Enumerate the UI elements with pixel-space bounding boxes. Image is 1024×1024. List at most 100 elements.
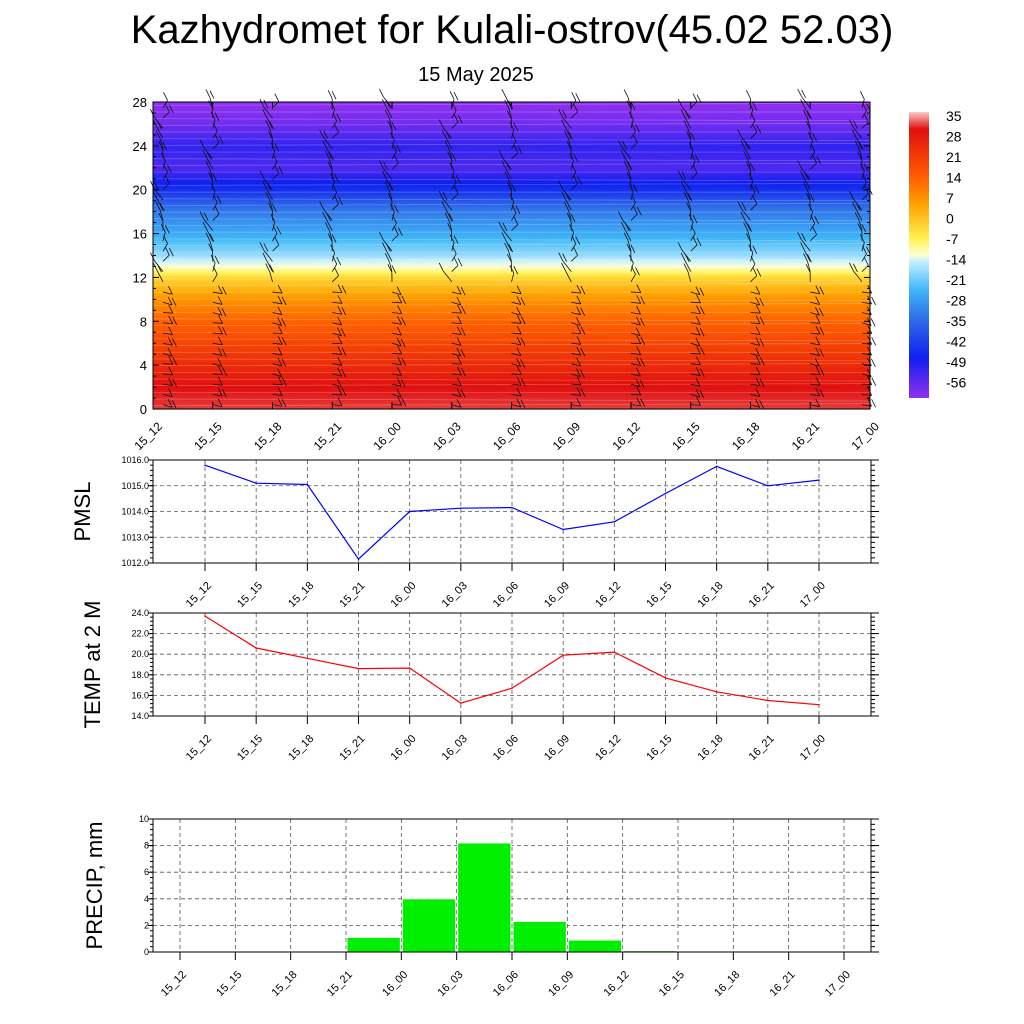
wind-barb-shaft bbox=[750, 404, 760, 408]
wind-barb bbox=[444, 140, 453, 160]
wind-barb-feather bbox=[391, 121, 397, 131]
heatmap-band bbox=[153, 169, 870, 173]
wind-barb bbox=[332, 397, 343, 407]
y-tick-label: 0 bbox=[140, 402, 147, 417]
wind-barb-feather bbox=[217, 285, 223, 294]
panel-frame bbox=[152, 818, 872, 953]
wind-barb-feather bbox=[457, 114, 463, 124]
wind-barb bbox=[205, 161, 214, 180]
wind-barb-shaft bbox=[562, 188, 572, 201]
wind-barb bbox=[158, 212, 164, 231]
wind-barb-shaft bbox=[212, 332, 223, 335]
y-tick-label: 2 bbox=[144, 920, 149, 930]
wind-barb bbox=[511, 296, 526, 306]
wind-barb-shaft bbox=[810, 373, 821, 375]
wind-barb-feather bbox=[635, 267, 640, 276]
wind-barb-feather bbox=[815, 325, 821, 335]
wind-barb-shaft bbox=[391, 312, 402, 315]
temp-line-point bbox=[306, 657, 309, 660]
wind-barb bbox=[272, 376, 287, 386]
wind-barb-shaft bbox=[853, 127, 863, 139]
heatmap-band bbox=[153, 294, 870, 298]
wind-barb-feather bbox=[150, 252, 155, 261]
wind-barb-feather bbox=[513, 144, 519, 153]
wind-barb-shaft bbox=[451, 110, 457, 119]
wind-barb bbox=[797, 160, 811, 180]
wind-barb-shaft bbox=[690, 244, 698, 252]
wind-barb-feather bbox=[334, 173, 339, 183]
temp-line-point bbox=[511, 687, 513, 689]
wind-barb-feather bbox=[461, 305, 466, 315]
wind-barb-feather bbox=[460, 287, 466, 296]
wind-barb-shaft bbox=[622, 147, 632, 160]
heatmap-band bbox=[153, 231, 870, 235]
wind-barb-feather bbox=[752, 102, 758, 111]
wind-barb-shaft bbox=[744, 148, 751, 160]
wind-barb-feather bbox=[387, 192, 393, 201]
heatmap-band bbox=[153, 325, 870, 329]
wind-barb-feather bbox=[815, 387, 821, 397]
colorbar-label: 28 bbox=[946, 129, 962, 145]
wind-barb bbox=[212, 285, 227, 295]
chart-subtitle: 15 May 2025 bbox=[418, 64, 534, 86]
wind-barb-shaft bbox=[570, 254, 578, 262]
pmsl-line-point bbox=[460, 507, 462, 509]
wind-barb-shaft bbox=[750, 192, 756, 201]
pmsl-line-point bbox=[255, 482, 257, 484]
wind-barb-feather bbox=[867, 357, 872, 367]
wind-barb bbox=[511, 315, 526, 325]
heatmap-band bbox=[153, 332, 870, 336]
wind-barb-feather bbox=[815, 315, 821, 324]
wind-barb-feather bbox=[636, 295, 642, 304]
y-tick-label: 16.0 bbox=[131, 690, 149, 700]
wind-barb bbox=[571, 398, 582, 407]
temp-line-point bbox=[562, 654, 564, 657]
y-tick-label: 10 bbox=[139, 814, 149, 824]
wind-barb-shaft bbox=[162, 243, 168, 252]
wind-barb-shaft bbox=[624, 229, 632, 242]
wind-barb-feather bbox=[630, 101, 636, 110]
wind-barb-feather bbox=[212, 172, 217, 182]
wind-barb-feather bbox=[515, 205, 521, 215]
x-tick-label: 16_00 bbox=[388, 733, 418, 763]
wind-barb-shaft bbox=[451, 193, 459, 201]
wind-barb-feather bbox=[168, 304, 174, 314]
wind-barb bbox=[212, 398, 223, 408]
wind-barb-feather bbox=[448, 213, 454, 222]
wind-barb-feather bbox=[636, 346, 642, 355]
wind-barb-feather bbox=[202, 221, 208, 231]
wind-barb-feather bbox=[506, 182, 512, 191]
wind-barb-feather bbox=[853, 120, 858, 129]
wind-barb bbox=[162, 103, 174, 119]
wind-barb-feather bbox=[171, 297, 177, 307]
wind-barb-shaft bbox=[853, 198, 863, 211]
heatmap-band bbox=[153, 327, 870, 331]
wind-barb-shaft bbox=[750, 109, 754, 119]
wind-barb-feather bbox=[580, 326, 586, 335]
y-tick-label: 18.0 bbox=[131, 670, 149, 680]
wind-barb bbox=[150, 252, 164, 272]
x-tick-label: 16_09 bbox=[550, 419, 584, 453]
wind-barb-feather bbox=[329, 151, 334, 161]
wind-barb bbox=[857, 151, 863, 170]
wind-barb-feather bbox=[692, 236, 698, 246]
wind-barb bbox=[630, 386, 642, 396]
temp-line-point bbox=[255, 647, 257, 649]
wind-barb-shaft bbox=[511, 312, 521, 316]
wind-barb-feather bbox=[269, 121, 275, 130]
x-tick-label: 16_15 bbox=[644, 580, 674, 610]
wind-barb bbox=[332, 357, 343, 366]
wind-barb-shaft bbox=[630, 332, 641, 337]
wind-barb-feather bbox=[819, 367, 825, 376]
wind-barb-shaft bbox=[385, 178, 393, 190]
wind-barb bbox=[319, 129, 333, 150]
wind-barb-shaft bbox=[212, 322, 223, 324]
wind-barb-shaft bbox=[159, 210, 164, 221]
wind-barb bbox=[325, 222, 333, 241]
wind-barb-feather bbox=[397, 305, 403, 314]
wind-barb-shaft bbox=[511, 373, 522, 375]
wind-barb-feather bbox=[325, 222, 330, 231]
wind-barb-feather bbox=[393, 226, 399, 235]
wind-barb-shaft bbox=[162, 183, 170, 191]
wind-barb bbox=[745, 233, 751, 252]
